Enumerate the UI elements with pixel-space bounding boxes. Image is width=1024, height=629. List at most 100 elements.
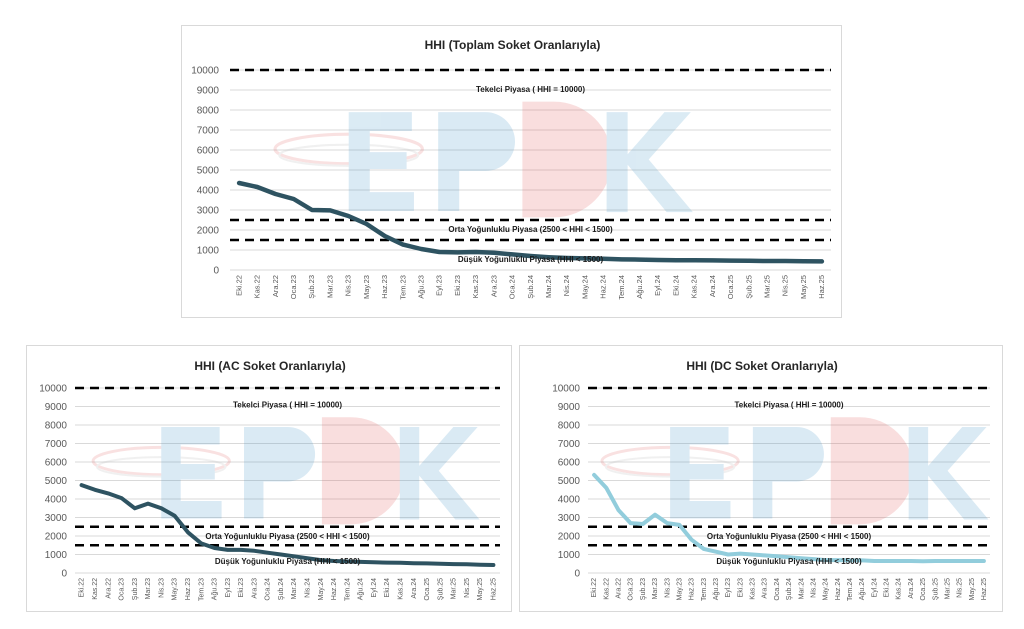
x-tick-label: Şub.23 [307,275,316,299]
epdk-watermark-logo [273,101,693,218]
x-tick-label: Nis.25 [957,578,964,598]
x-tick-label: Oca.24 [265,578,272,601]
y-tick-label: 4000 [558,495,581,506]
x-tick-label: Eyl.24 [653,275,662,296]
y-tick-label: 3000 [558,513,581,524]
x-tick-label: Eyl.23 [225,578,232,598]
x-tick-label: Ağu.24 [635,275,644,299]
y-tick-label: 9000 [197,86,220,97]
x-tick-label: Ara.24 [708,275,717,297]
x-tick-label: Oca.23 [289,275,298,299]
y-tick-label: 10000 [39,384,67,395]
x-tick-label: Ara.22 [271,275,280,297]
chart-panel-total: HHI (Toplam Soket Oranlarıyla) 0 1000 2000 3… [181,25,842,318]
x-tick-label: Mar.24 [798,578,805,600]
y-tick-label: 4000 [197,186,220,197]
x-tick-label: Haz.24 [599,275,608,299]
y-tick-label: 8000 [558,421,581,432]
x-tick-label: Tem.23 [198,578,205,601]
x-tick-label: Ara.23 [489,275,498,297]
x-tick-label: Eyl.24 [871,578,878,598]
x-tick-label: Şub.23 [640,578,647,600]
x-tick-label: Eyl.23 [435,275,444,296]
chart-panel-ac: HHI (AC Soket Oranlarıyla) 0 1000 2000 3000 4… [26,345,512,612]
x-tick-label: Mar.23 [652,578,659,600]
x-tick-label: Nis.25 [781,275,790,296]
x-tick-label: Ağu.23 [713,578,720,600]
y-tick-label: 10000 [552,384,580,395]
series-line [79,483,496,567]
x-tick-label: May.23 [362,275,371,299]
x-tick-label: May.25 [477,578,484,601]
y-tick-label: 7000 [45,439,68,450]
x-tick-label: Kas.23 [750,578,757,600]
chart-panel-dc: HHI (DC Soket Oranlarıyla) 0 1000 2000 3000 4… [519,345,1003,612]
x-tick-label: Eki.23 [737,578,744,598]
y-tick-label: 2000 [197,226,220,237]
y-tick-label: 7000 [558,439,581,450]
x-tick-label: Oca.25 [424,578,431,601]
x-tick-label: Mar.23 [145,578,152,600]
x-tick-label: May.23 [676,578,683,601]
x-tick-label: Nis.24 [305,578,312,598]
y-tick-label: 0 [574,569,580,580]
annotation-label: Orta Yoğunluklu Piyasa (2500 < HHI < 150… [448,225,613,234]
x-tick-label: Mar.25 [944,578,951,600]
y-tick-label: 10000 [191,66,219,77]
annotation-label: Düşük Yoğunluklu Piyasa (HHI < 1500) [215,557,361,566]
x-tick-label: Tem.24 [344,578,351,601]
x-tick-label: Şub.23 [132,578,139,600]
x-tick-label: May.25 [799,275,808,299]
x-tick-label: Tem.24 [617,275,626,300]
chart-title: HHI (Toplam Soket Oranlarıyla) [425,38,601,52]
x-tick-label: Ağu.24 [358,578,365,600]
x-tick-label: Mar.24 [544,275,553,298]
x-tick-label: Eki.22 [79,578,86,598]
x-tick-label: Haz.25 [981,578,988,600]
x-tick-label: Mar.24 [291,578,298,600]
x-tick-label: Oca.25 [920,578,927,601]
x-tick-label: Ağu.23 [416,275,425,299]
x-tick-label: Şub.24 [526,275,535,299]
x-tick-label: May.24 [580,275,589,299]
y-tick-label: 3000 [45,513,68,524]
x-tick-label: Eki.23 [453,275,462,296]
x-tick-label: May.24 [318,578,325,601]
x-tick-label: Şub.24 [278,578,285,600]
x-tick-label: Nis.24 [810,578,817,598]
y-tick-label: 6000 [197,146,220,157]
y-tick-label: 0 [213,266,219,277]
x-tick-label: Ara.24 [908,578,915,599]
x-tick-label: Eki.24 [884,578,891,598]
x-tick-label: Şub.25 [932,578,939,600]
x-tick-label: Kas.24 [896,578,903,600]
x-tick-label: Mar.25 [451,578,458,600]
y-tick-label: 6000 [558,458,581,469]
chart-title: HHI (AC Soket Oranlarıyla) [194,359,345,373]
series-line [236,180,825,264]
annotation-label: Tekelci Piyasa ( HHI = 10000) [476,85,585,94]
x-tick-label: Kas.22 [253,275,262,298]
x-tick-label: Şub.24 [786,578,793,600]
y-tick-label: 4000 [45,495,68,506]
y-tick-label: 5000 [197,166,220,177]
y-tick-label: 2000 [558,532,581,543]
x-tick-label: Eki.22 [234,275,243,296]
chart-svg: HHI (Toplam Soket Oranlarıyla) 0 1000 2000 3… [191,38,831,300]
x-tick-label: Nis.23 [344,275,353,296]
x-tick-label: Eki.23 [238,578,245,598]
x-tick-label: Oca.25 [726,275,735,299]
annotation-label: Düşük Yoğunluklu Piyasa (HHI < 1500) [716,557,862,566]
x-tick-label: Eyl.23 [725,578,732,598]
x-tick-label: Kas.24 [690,275,699,298]
y-tick-label: 6000 [45,458,68,469]
x-tick-label: Nis.23 [158,578,165,598]
x-tick-label: Eyl.24 [371,578,378,598]
x-tick-label: Kas.22 [92,578,99,600]
x-tick-label: Haz.25 [490,578,497,600]
y-tick-label: 3000 [197,206,220,217]
x-tick-label: May.23 [172,578,179,601]
x-tick-label: May.24 [823,578,830,601]
y-tick-label: 1000 [558,550,581,561]
y-tick-label: 0 [61,569,67,580]
